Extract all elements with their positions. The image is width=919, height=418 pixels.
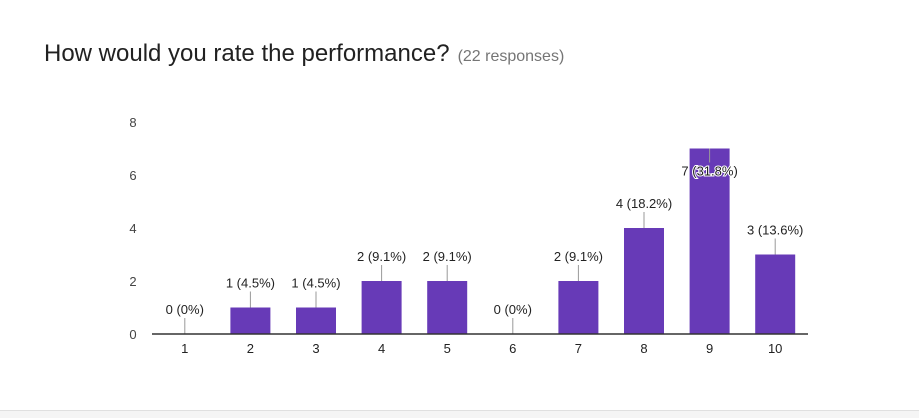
- card-divider: [0, 410, 919, 418]
- bar: [755, 254, 796, 334]
- x-tick-label: 9: [706, 341, 713, 356]
- data-label: 3 (13.6%): [747, 223, 803, 238]
- x-tick-label: 6: [509, 341, 516, 356]
- response-count: (22 responses): [457, 48, 565, 65]
- question-title: How would you rate the performance?: [44, 40, 450, 67]
- y-tick-label: 4: [129, 221, 136, 236]
- data-label: 2 (9.1%): [554, 249, 603, 264]
- data-label: 2 (9.1%): [423, 249, 472, 264]
- data-label: 1 (4.5%): [291, 276, 340, 291]
- y-tick-label: 0: [129, 327, 136, 342]
- x-tick-label: 5: [444, 341, 451, 356]
- bar: [361, 281, 402, 334]
- data-label: 7 (31.8%): [681, 164, 737, 179]
- y-tick-label: 6: [129, 168, 136, 183]
- bar: [558, 281, 599, 334]
- bar: [427, 281, 468, 334]
- x-tick-label: 3: [312, 341, 319, 356]
- x-tick-label: 1: [181, 341, 188, 356]
- data-label: 1 (4.5%): [226, 276, 275, 291]
- title-row: How would you rate the performance? (22 r…: [44, 40, 564, 68]
- bar: [624, 228, 664, 334]
- data-label: 4 (18.2%): [616, 196, 672, 211]
- x-tick-label: 8: [640, 341, 647, 356]
- data-label: 0 (0%): [166, 302, 204, 317]
- x-tick-label: 2: [247, 341, 254, 356]
- x-tick-label: 4: [378, 341, 385, 356]
- x-tick-label: 10: [768, 341, 782, 356]
- x-tick-label: 7: [575, 341, 582, 356]
- data-label: 2 (9.1%): [357, 249, 406, 264]
- data-label: 0 (0%): [494, 302, 532, 317]
- bar: [296, 307, 336, 334]
- bar: [230, 307, 271, 334]
- y-tick-label: 8: [129, 115, 136, 130]
- bar: [689, 148, 730, 334]
- y-tick-label: 2: [129, 274, 136, 289]
